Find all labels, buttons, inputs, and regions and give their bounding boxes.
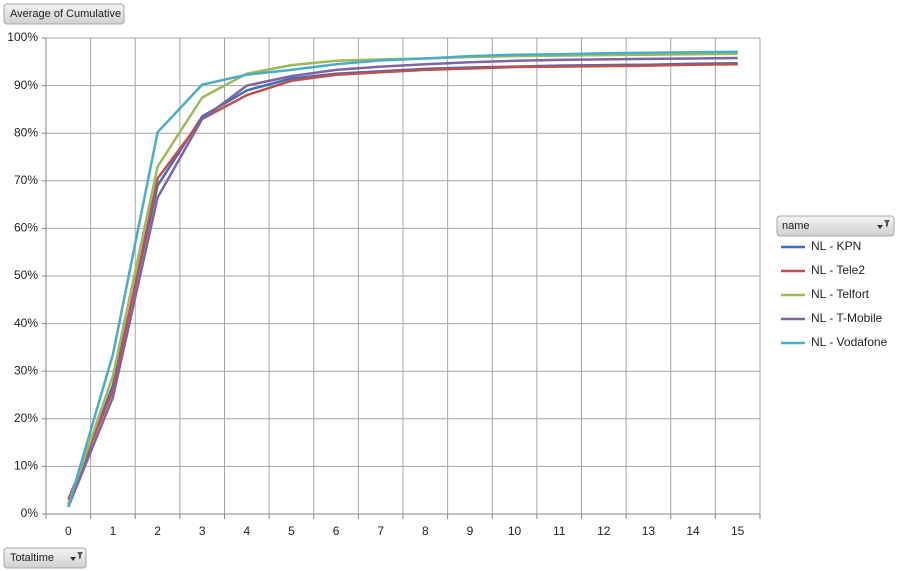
y-tick-label: 0% [21, 506, 39, 520]
y-tick-label: 60% [14, 221, 38, 235]
x-tick-label: 1 [110, 524, 117, 538]
y-tick-label: 100% [7, 30, 38, 44]
y-tick-label: 40% [14, 316, 38, 330]
axis-field-button[interactable]: Totaltime [3, 547, 87, 569]
legend-label: NL - KPN [811, 239, 861, 253]
x-tick-label: 12 [597, 524, 611, 538]
series-line [67, 62, 738, 501]
x-tick-label: 6 [333, 524, 340, 538]
x-tick-label: 2 [154, 524, 161, 538]
y-tick-label: 70% [14, 173, 38, 187]
y-tick-label: 10% [14, 459, 38, 473]
x-tick-label: 4 [243, 524, 250, 538]
legend-label: NL - T-Mobile [811, 311, 883, 325]
x-tick-label: 14 [686, 524, 700, 538]
y-tick-label: 80% [14, 125, 38, 139]
legend-label: NL - Telfort [811, 287, 870, 301]
axis-field-label: Totaltime [10, 552, 54, 564]
x-tick-label: 0 [65, 524, 72, 538]
x-tick-label: 5 [288, 524, 295, 538]
x-tick-label: 3 [199, 524, 206, 538]
series-line [67, 50, 738, 508]
field-button[interactable]: Average of Cumulative [3, 3, 125, 25]
x-tick-label: 9 [467, 524, 474, 538]
x-tick-label: 11 [553, 524, 566, 538]
x-tick-label: 8 [422, 524, 429, 538]
legend-title: name [782, 220, 810, 232]
series-line [67, 56, 738, 508]
y-tick-label: 90% [14, 78, 38, 92]
x-tick-label: 10 [508, 524, 522, 538]
legend-field-button[interactable]: name [776, 215, 895, 237]
legend-label: NL - Tele2 [811, 263, 865, 277]
x-tick-label: 15 [731, 524, 745, 538]
y-tick-label: 20% [14, 411, 38, 425]
x-tick-label: 13 [642, 524, 656, 538]
field-button-label: Average of Cumulative [10, 8, 121, 20]
legend-label: NL - Vodafone [811, 335, 888, 349]
x-tick-label: 7 [377, 524, 384, 538]
y-tick-label: 30% [14, 363, 38, 377]
y-tick-label: 50% [14, 268, 38, 282]
